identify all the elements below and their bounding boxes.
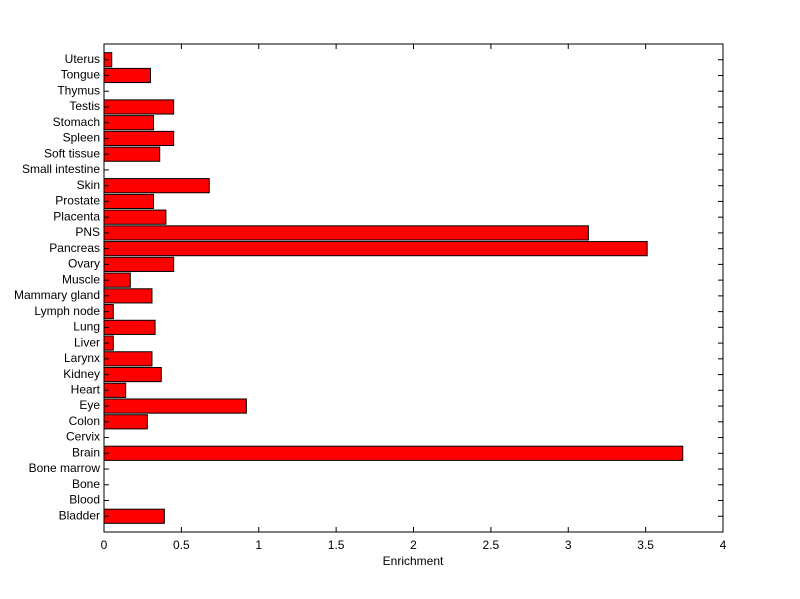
bar bbox=[103, 366, 162, 383]
y-tick-label: Tongue bbox=[61, 68, 101, 82]
x-tick-label: 3 bbox=[565, 538, 572, 552]
y-tick-label: Placenta bbox=[53, 209, 100, 223]
x-tick-label: 4 bbox=[720, 538, 727, 552]
y-tick-label: Lung bbox=[73, 320, 100, 334]
bar bbox=[103, 67, 151, 84]
y-tick-label: Lymph node bbox=[34, 304, 100, 318]
y-tick-label: Skin bbox=[77, 178, 100, 192]
y-tick-label: Muscle bbox=[62, 272, 100, 286]
y-tick-label: Blood bbox=[69, 493, 100, 507]
x-tick-label: 1.5 bbox=[328, 538, 345, 552]
x-tick-label: 3.5 bbox=[637, 538, 654, 552]
bar bbox=[103, 414, 148, 430]
y-tick-label: Bladder bbox=[59, 508, 100, 522]
bar bbox=[103, 319, 156, 335]
bar bbox=[103, 115, 155, 131]
y-tick-label: Cervix bbox=[66, 430, 100, 444]
y-tick-label: Stomach bbox=[53, 115, 100, 129]
y-tick-label: Kidney bbox=[63, 367, 100, 381]
y-tick-label: Heart bbox=[71, 382, 101, 396]
y-tick-label: Small intestine bbox=[22, 162, 100, 176]
y-tick-label: PNS bbox=[75, 225, 100, 239]
x-tick-label: 2 bbox=[410, 538, 417, 552]
y-tick-label: Larynx bbox=[64, 351, 100, 365]
y-tick-label: Ovary bbox=[68, 257, 100, 271]
y-tick-label: Prostate bbox=[55, 194, 100, 208]
bar bbox=[103, 178, 210, 194]
y-tick-label: Mammary gland bbox=[14, 288, 100, 302]
y-tick-label: Brain bbox=[72, 445, 100, 459]
bar bbox=[103, 288, 153, 304]
x-tick-label: 1 bbox=[255, 538, 262, 552]
y-tick-label: Pancreas bbox=[49, 241, 100, 255]
bar bbox=[103, 225, 589, 241]
bar bbox=[103, 351, 153, 367]
y-tick-label: Uterus bbox=[65, 52, 100, 66]
bar bbox=[103, 508, 165, 524]
bar bbox=[103, 256, 175, 272]
bar bbox=[103, 445, 684, 461]
y-tick-label: Eye bbox=[79, 398, 100, 412]
bar bbox=[103, 130, 175, 147]
bar bbox=[103, 241, 648, 257]
bar bbox=[103, 193, 155, 210]
y-tick-label: Bone marrow bbox=[29, 461, 101, 475]
x-tick-label: 0.5 bbox=[173, 538, 190, 552]
y-tick-label: Liver bbox=[74, 335, 100, 349]
bar bbox=[103, 99, 175, 115]
bar bbox=[103, 398, 247, 414]
y-tick-label: Thymus bbox=[57, 83, 100, 97]
x-tick-label: 2.5 bbox=[483, 538, 500, 552]
x-axis-label: Enrichment bbox=[383, 554, 444, 568]
y-tick-label: Bone bbox=[72, 477, 100, 491]
y-tick-label: Testis bbox=[69, 99, 100, 113]
x-tick-label: 0 bbox=[101, 538, 108, 552]
y-tick-label: Spleen bbox=[63, 131, 100, 145]
bar bbox=[103, 146, 161, 162]
bar bbox=[103, 209, 167, 225]
y-tick-label: Soft tissue bbox=[44, 146, 100, 160]
y-tick-label: Colon bbox=[69, 414, 100, 428]
